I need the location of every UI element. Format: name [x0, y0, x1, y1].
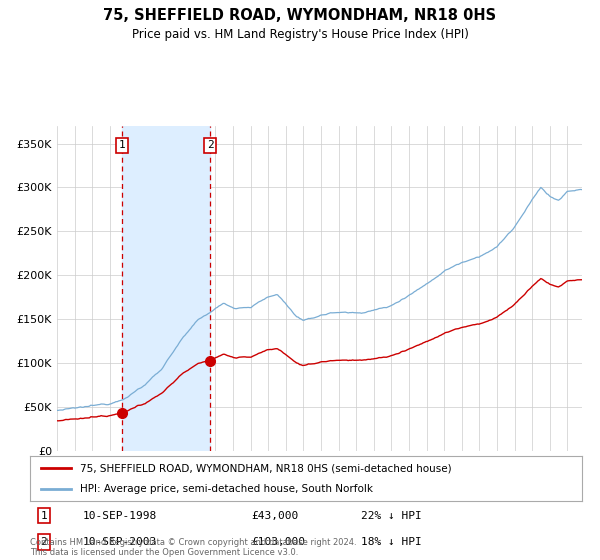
- Text: 1: 1: [40, 511, 47, 521]
- Text: £103,000: £103,000: [251, 537, 305, 547]
- Text: £43,000: £43,000: [251, 511, 298, 521]
- Text: 1: 1: [119, 141, 125, 150]
- Text: 2: 2: [207, 141, 214, 150]
- Text: 75, SHEFFIELD ROAD, WYMONDHAM, NR18 0HS (semi-detached house): 75, SHEFFIELD ROAD, WYMONDHAM, NR18 0HS …: [80, 464, 451, 474]
- Text: 75, SHEFFIELD ROAD, WYMONDHAM, NR18 0HS: 75, SHEFFIELD ROAD, WYMONDHAM, NR18 0HS: [103, 8, 497, 24]
- Text: 2: 2: [40, 537, 47, 547]
- Text: HPI: Average price, semi-detached house, South Norfolk: HPI: Average price, semi-detached house,…: [80, 484, 373, 494]
- Text: 22% ↓ HPI: 22% ↓ HPI: [361, 511, 422, 521]
- Text: 10-SEP-1998: 10-SEP-1998: [82, 511, 157, 521]
- Text: Contains HM Land Registry data © Crown copyright and database right 2024.
This d: Contains HM Land Registry data © Crown c…: [30, 538, 356, 557]
- Text: 18% ↓ HPI: 18% ↓ HPI: [361, 537, 422, 547]
- Text: Price paid vs. HM Land Registry's House Price Index (HPI): Price paid vs. HM Land Registry's House …: [131, 28, 469, 41]
- Text: 10-SEP-2003: 10-SEP-2003: [82, 537, 157, 547]
- Bar: [122, 126, 210, 451]
